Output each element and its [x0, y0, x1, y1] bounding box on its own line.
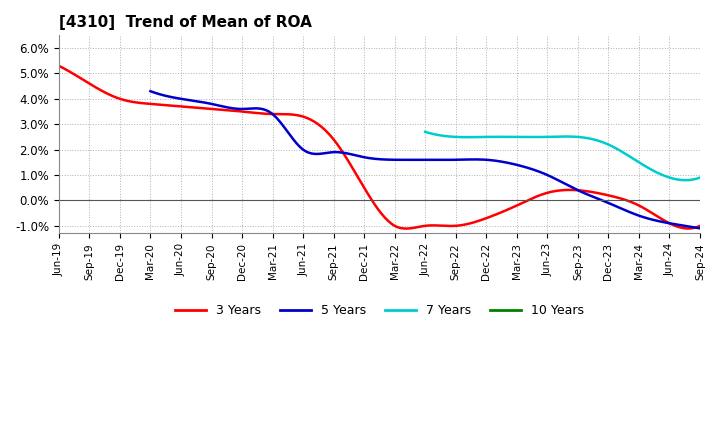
- Text: [4310]  Trend of Mean of ROA: [4310] Trend of Mean of ROA: [59, 15, 312, 30]
- 5 Years: [492, 158, 500, 163]
- 3 Years: [264, 111, 272, 117]
- 3 Years: [402, 226, 410, 231]
- 7 Years: [530, 134, 539, 139]
- 7 Years: [621, 151, 629, 156]
- 3 Years: [459, 222, 468, 227]
- 7 Years: [510, 134, 519, 139]
- 7 Years: [619, 150, 628, 155]
- 7 Years: [594, 138, 603, 143]
- 7 Years: [421, 129, 430, 135]
- 3 Years: [55, 63, 63, 69]
- 7 Years: [681, 178, 690, 183]
- 3 Years: [308, 118, 317, 123]
- 5 Years: [364, 155, 372, 161]
- Legend: 3 Years, 5 Years, 7 Years, 10 Years: 3 Years, 5 Years, 7 Years, 10 Years: [170, 299, 589, 322]
- 3 Years: [132, 100, 140, 105]
- Line: 5 Years: 5 Years: [150, 91, 700, 228]
- 3 Years: [696, 223, 704, 228]
- 5 Years: [146, 88, 155, 94]
- 5 Years: [325, 150, 334, 155]
- 5 Years: [212, 103, 221, 108]
- 3 Years: [519, 200, 528, 205]
- 5 Years: [543, 172, 552, 178]
- 5 Years: [546, 173, 554, 179]
- 7 Years: [696, 175, 704, 180]
- 3 Years: [522, 198, 531, 204]
- 7 Years: [454, 134, 462, 139]
- Line: 7 Years: 7 Years: [426, 132, 700, 180]
- 5 Years: [696, 226, 704, 231]
- Line: 3 Years: 3 Years: [59, 66, 700, 229]
